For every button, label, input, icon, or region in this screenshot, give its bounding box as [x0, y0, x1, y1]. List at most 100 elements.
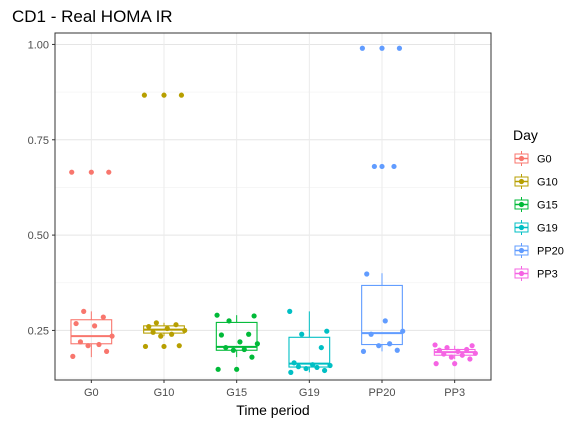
box-body	[288, 336, 331, 368]
data-point	[92, 323, 98, 329]
x-tick-label: G19	[299, 387, 320, 399]
data-point	[371, 163, 377, 170]
legend: Day G0 G10 G15 G19 PP20 PP3	[513, 127, 564, 282]
box-body	[361, 284, 403, 346]
data-point	[223, 344, 229, 351]
data-point	[310, 362, 316, 368]
data-point	[391, 163, 397, 170]
y-axis: 0.25 0.50 0.75 1.00	[28, 39, 55, 337]
data-point	[459, 352, 465, 358]
data-point	[432, 342, 438, 348]
data-point	[230, 347, 236, 353]
grid-layer	[55, 33, 491, 380]
legend-item: G15	[513, 196, 558, 213]
box-outlier	[452, 361, 458, 367]
y-tick-label: 0.25	[28, 325, 49, 337]
data-point	[218, 332, 225, 338]
data-point	[146, 324, 152, 330]
point-layer	[69, 45, 478, 375]
data-point	[142, 343, 149, 350]
legend-item: PP3	[513, 265, 558, 282]
legend-item: G19	[513, 219, 558, 236]
data-point	[254, 341, 260, 347]
data-point	[141, 92, 147, 98]
box-body	[215, 321, 258, 351]
legend-item: PP20	[513, 242, 564, 259]
data-point	[433, 361, 439, 367]
data-point	[303, 365, 309, 372]
legend-label: G0	[537, 154, 552, 166]
data-point	[288, 369, 294, 375]
data-point	[396, 45, 403, 51]
data-point	[368, 331, 374, 337]
data-point	[85, 343, 91, 349]
data-point	[359, 45, 365, 51]
data-point	[70, 353, 76, 359]
data-point	[287, 308, 293, 314]
y-tick-label: 0.50	[28, 230, 49, 242]
y-tick-label: 1.00	[28, 39, 49, 51]
data-point	[164, 325, 170, 332]
data-point	[153, 320, 159, 326]
x-axis: G0 G10 G15 G19 PP20 PP3	[84, 380, 465, 399]
data-point	[360, 348, 367, 355]
data-point	[394, 347, 400, 353]
data-point	[150, 329, 156, 335]
data-point	[387, 341, 393, 347]
data-point	[158, 333, 164, 339]
data-point	[214, 312, 220, 318]
data-point	[246, 331, 252, 337]
data-point	[448, 354, 454, 360]
data-point	[327, 362, 333, 369]
data-point	[400, 328, 406, 334]
data-point	[455, 348, 461, 355]
box-outlier	[161, 92, 167, 98]
x-tick-label: PP20	[369, 387, 396, 399]
data-point	[436, 347, 443, 353]
data-point	[106, 169, 112, 175]
data-point	[176, 343, 182, 349]
data-point	[237, 339, 243, 345]
box-outlier	[88, 169, 94, 175]
legend-title: Day	[513, 127, 538, 143]
data-point	[77, 339, 84, 345]
data-point	[467, 356, 473, 362]
data-point	[215, 366, 221, 372]
data-point	[178, 92, 185, 98]
data-point	[182, 327, 188, 334]
data-point	[251, 313, 257, 319]
legend-label: G10	[537, 177, 558, 189]
data-point	[100, 314, 106, 320]
data-point	[472, 350, 478, 356]
x-tick-label: G15	[226, 387, 247, 399]
x-tick-label: G10	[154, 387, 175, 399]
data-point	[444, 344, 450, 351]
box-layer	[70, 45, 476, 373]
legend-key-point	[518, 270, 525, 277]
chart-title: CD1 - Real HOMA IR	[12, 7, 173, 26]
data-point	[103, 348, 110, 355]
data-point	[314, 364, 320, 371]
data-point	[299, 331, 305, 337]
plot-border	[54, 32, 492, 381]
data-point	[441, 351, 447, 357]
data-point	[464, 346, 470, 353]
data-point	[291, 360, 297, 366]
data-point	[73, 320, 79, 327]
legend-label: PP20	[537, 246, 564, 258]
data-point	[81, 308, 87, 314]
data-point	[295, 364, 302, 370]
data-point	[173, 322, 179, 328]
data-point	[169, 331, 175, 337]
data-point	[109, 333, 115, 339]
legend-label: G19	[537, 223, 558, 235]
box-outlier	[379, 163, 385, 170]
legend-key-point	[518, 155, 525, 162]
data-point	[321, 367, 328, 374]
box-outlier	[161, 343, 167, 350]
x-tick-label: G0	[84, 387, 99, 399]
box-outlier	[379, 45, 385, 51]
data-point	[324, 328, 330, 334]
